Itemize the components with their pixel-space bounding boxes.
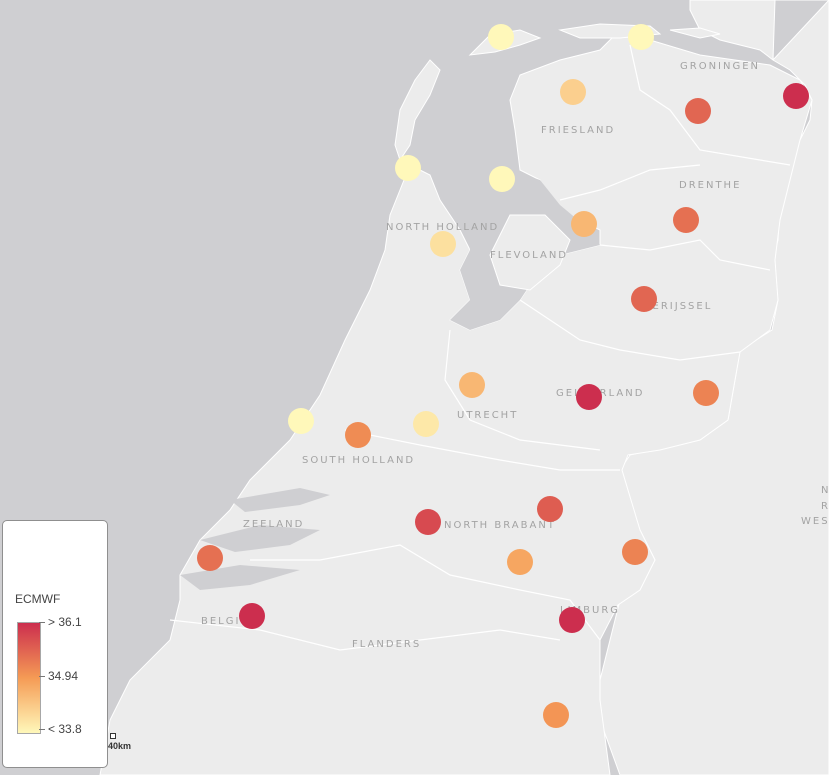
region-label-belgium: BELGIUM [201, 616, 260, 627]
station-marker[interactable] [489, 166, 515, 192]
region-label-zeeland: ZEELAND [243, 519, 304, 530]
island [394, 59, 441, 162]
station-marker[interactable] [488, 24, 514, 50]
region-label-south-holland: SOUTH HOLLAND [302, 455, 415, 466]
station-marker[interactable] [571, 211, 597, 237]
station-marker[interactable] [239, 603, 265, 629]
legend: ECMWF > 36.1 34.94 < 33.8 [2, 520, 108, 768]
station-marker[interactable] [560, 79, 586, 105]
region-label-limburg: LIMBURG [560, 605, 620, 616]
province-borders [169, 44, 791, 651]
legend-tick-max [39, 622, 45, 623]
region-label-drenthe: DRENTHE [679, 180, 741, 191]
station-marker[interactable] [543, 702, 569, 728]
station-marker[interactable] [345, 422, 371, 448]
station-markers[interactable] [197, 24, 809, 728]
island [669, 27, 721, 39]
estuary [200, 525, 320, 552]
scale-bar-label: 40km [108, 741, 132, 751]
region-label-flanders: FLANDERS [352, 639, 421, 650]
station-marker[interactable] [430, 231, 456, 257]
region-label-utrecht: UTRECHT [457, 410, 518, 421]
flevoland-polder [489, 214, 571, 291]
region-label-edge-n: N [821, 485, 829, 496]
estuary [230, 488, 330, 512]
station-marker[interactable] [783, 83, 809, 109]
region-label-overijssel: OVERIJSSEL [634, 301, 712, 312]
region-label-flevoland: FLEVOLAND [490, 250, 568, 261]
estuary [180, 565, 300, 590]
scale-bar-tick [110, 733, 116, 739]
legend-tick-min [39, 729, 45, 730]
station-marker[interactable] [507, 549, 533, 575]
region-label-friesland: FRIESLAND [541, 125, 615, 136]
station-marker[interactable] [622, 539, 648, 565]
station-marker[interactable] [197, 545, 223, 571]
region-label-edge-wes: WES [801, 516, 829, 527]
region-label-north-brabant: NORTH BRABANT [444, 520, 556, 531]
station-marker[interactable] [395, 155, 421, 181]
station-marker[interactable] [537, 496, 563, 522]
station-marker[interactable] [413, 411, 439, 437]
station-marker[interactable] [459, 372, 485, 398]
station-marker[interactable] [685, 98, 711, 124]
legend-tick-mid [39, 676, 45, 677]
station-marker[interactable] [628, 24, 654, 50]
legend-title: ECMWF [15, 592, 61, 606]
region-label-edge-r: R [821, 501, 829, 512]
station-marker[interactable] [288, 408, 314, 434]
region-label-north-holland: NORTH HOLLAND [386, 222, 499, 233]
station-marker[interactable] [631, 286, 657, 312]
region-label-groningen: GRONINGEN [680, 61, 760, 72]
station-marker[interactable] [415, 509, 441, 535]
station-marker[interactable] [576, 384, 602, 410]
station-marker[interactable] [693, 380, 719, 406]
legend-label-mid: 34.94 [48, 669, 79, 683]
legend-label-min: < 33.8 [48, 722, 82, 736]
station-marker[interactable] [559, 607, 585, 633]
station-marker[interactable] [673, 207, 699, 233]
legend-label-max: > 36.1 [48, 615, 82, 629]
legend-gradient-bar [17, 622, 41, 734]
